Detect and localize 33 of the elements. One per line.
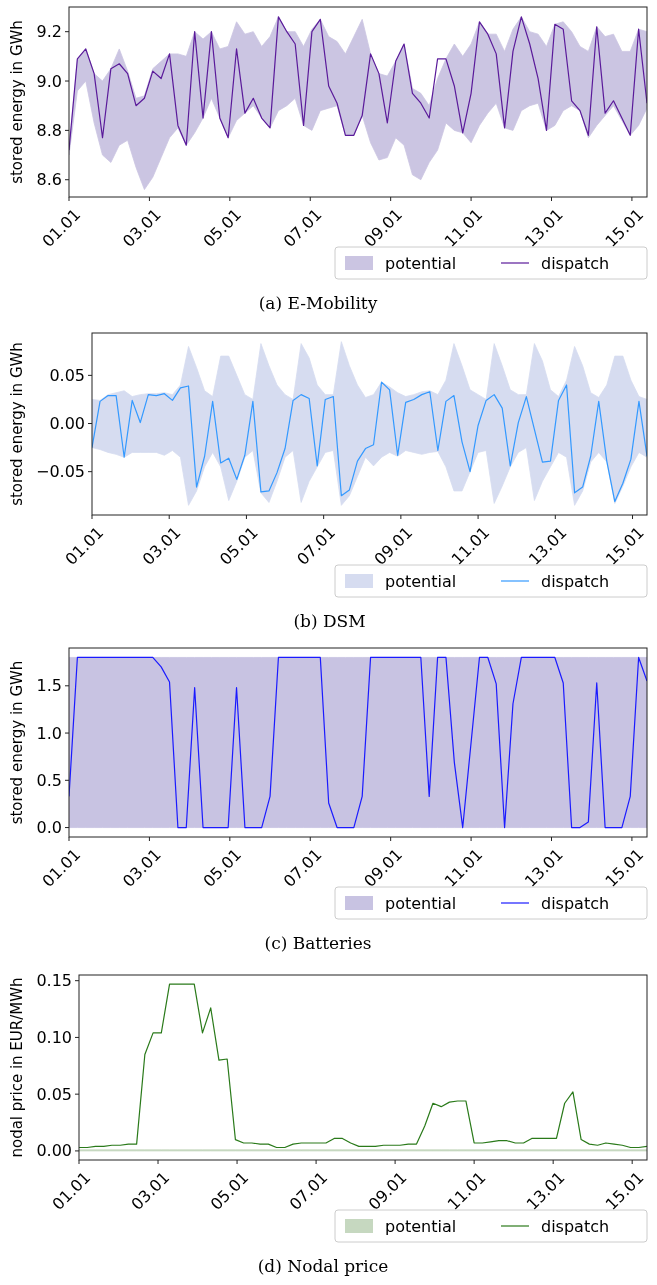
y-tick-label: 8.8 [36, 120, 62, 140]
y-axis-title: stored energy in GWh [8, 660, 26, 825]
y-tick-label: 8.6 [36, 170, 62, 190]
y-tick-label: 0.10 [36, 1027, 72, 1047]
y-tick-label: 0.15 [36, 971, 72, 991]
legend-label: potential [385, 1216, 457, 1236]
legend-label: dispatch [541, 893, 610, 913]
legend-label: dispatch [541, 571, 610, 591]
text: (d) Nodal price [257, 1256, 389, 1276]
legend-label: dispatch [541, 1216, 610, 1236]
y-tick-label: 0.5 [36, 770, 62, 790]
y-tick-label: −0.05 [35, 462, 85, 482]
y-tick-label: 1.5 [36, 676, 62, 696]
legend-label: dispatch [541, 253, 610, 273]
text: (b) DSM [293, 611, 366, 631]
y-tick-label: 1.0 [36, 723, 62, 743]
y-axis-title: stored energy in GWh [8, 20, 26, 184]
line-series [79, 983, 647, 1149]
y-tick-label: 0.05 [36, 1084, 72, 1104]
text: (c) Batteries [264, 933, 372, 953]
y-tick-label: 0.0 [36, 818, 62, 838]
y-tick-label: 0.00 [36, 1141, 72, 1161]
line-series [92, 381, 647, 503]
y-axis-title: stored energy in GWh [8, 342, 26, 506]
y-tick-label: 0.00 [49, 414, 85, 434]
y-tick-label: 9.2 [36, 22, 62, 42]
legend-label: potential [385, 893, 457, 913]
y-tick-label: 9.0 [36, 71, 62, 91]
legend-label: potential [385, 571, 457, 591]
y-tick-label: 0.05 [49, 365, 85, 385]
text: (a) E-Mobility [258, 293, 378, 313]
y-axis-title: nodal price in EUR/MWh [8, 977, 26, 1158]
legend-label: potential [385, 253, 457, 273]
